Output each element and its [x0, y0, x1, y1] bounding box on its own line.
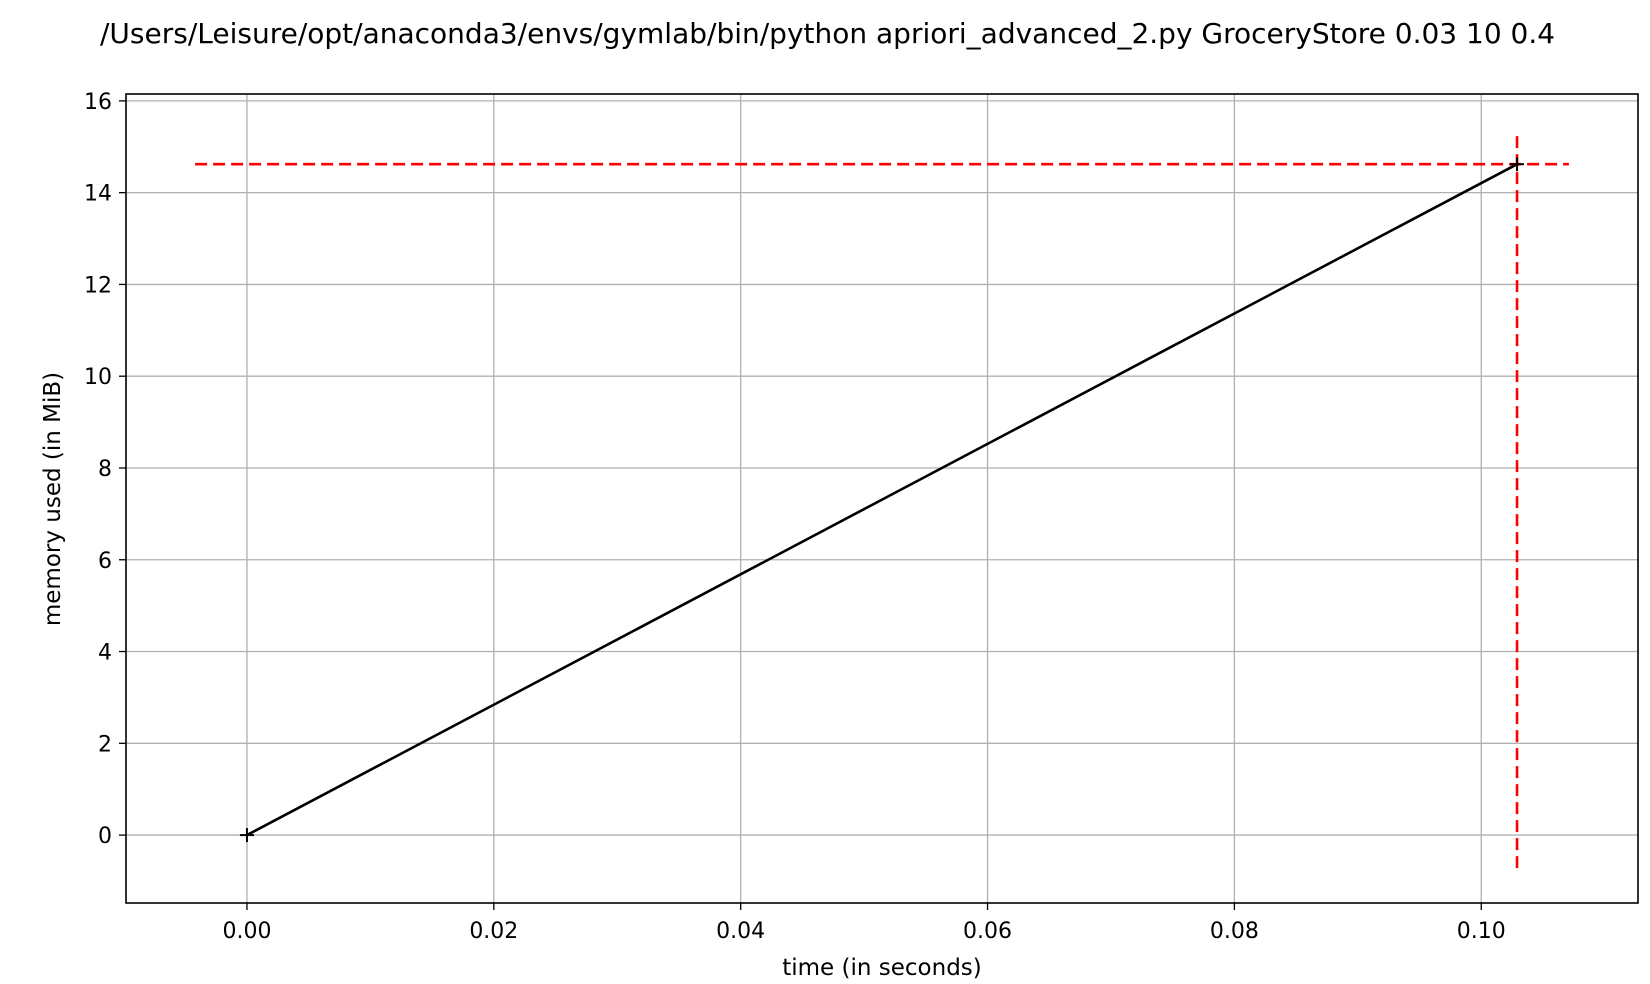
memory-series-line — [246, 163, 1518, 837]
y-tick-label: 12 — [84, 273, 112, 298]
y-tick-label: 14 — [84, 182, 112, 207]
y-tick-label: 4 — [98, 641, 112, 666]
x-tick-label: 0.02 — [469, 919, 518, 944]
x-axis-label: time (in seconds) — [782, 955, 982, 981]
x-tick-label: 0.10 — [1457, 919, 1506, 944]
data-point-marker — [239, 828, 254, 843]
y-tick-label: 2 — [98, 732, 112, 757]
x-tick-label: 0.04 — [716, 919, 765, 944]
data-markers — [239, 157, 1525, 843]
x-tick-label: 0.08 — [1210, 919, 1259, 944]
x-tick-label: 0.00 — [222, 919, 271, 944]
plot-area-frame — [125, 93, 1639, 904]
y-tick-label: 0 — [98, 824, 112, 849]
y-tick-label: 10 — [84, 365, 112, 390]
y-tick-label: 6 — [98, 549, 112, 574]
y-tick-label: 8 — [98, 457, 112, 482]
y-axis-label: memory used (in MiB) — [40, 372, 66, 626]
y-axis-ticks: 0 2 4 6 8 10 12 14 16 — [84, 90, 126, 849]
y-tick-label: 16 — [84, 90, 112, 115]
x-axis-ticks: 0.00 0.02 0.04 0.06 0.08 0.10 — [222, 903, 1506, 944]
data-point-marker — [1510, 157, 1525, 172]
x-tick-label: 0.06 — [963, 919, 1012, 944]
reference-lines — [195, 130, 1569, 869]
chart-title: /Users/Leisure/opt/anaconda3/envs/gymlab… — [100, 17, 1555, 50]
grid-lines — [126, 94, 1638, 903]
series-lines — [246, 163, 1518, 837]
